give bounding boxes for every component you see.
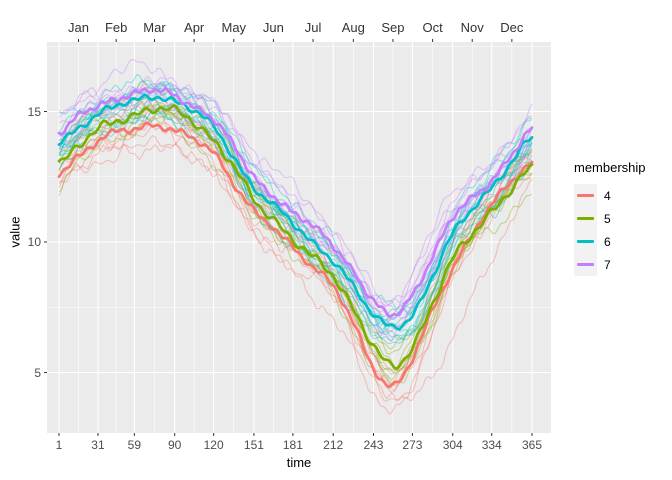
month-label-jun: Jun <box>262 20 284 35</box>
legend-key-6 <box>574 230 597 253</box>
y-tick-label-15: 15 <box>27 104 41 119</box>
legend-item-6: 6 <box>574 230 646 253</box>
month-label-sep: Sep <box>381 20 405 35</box>
member-curve-6 <box>58 73 533 311</box>
month-label-apr: Apr <box>184 20 205 35</box>
member-curve-7 <box>58 75 533 311</box>
legend-key-4 <box>574 184 597 207</box>
member-curve-6 <box>58 80 533 321</box>
major-gridlines <box>47 42 551 433</box>
x-tick-label-212: 212 <box>323 438 344 452</box>
legend-items: 4 5 6 7 <box>574 184 646 276</box>
x-tick-label-365: 365 <box>521 438 543 452</box>
legend-key-line-icon <box>577 240 594 243</box>
x-tick-label-31: 31 <box>91 438 105 452</box>
legend-item-label: 5 <box>604 211 611 226</box>
x-tick-label-1: 1 <box>55 438 63 452</box>
month-label-jul: Jul <box>304 20 322 35</box>
x-tick-label-151: 151 <box>243 438 264 452</box>
mean-curve-5 <box>57 103 534 371</box>
month-label-mar: Mar <box>143 20 166 35</box>
legend-key-5 <box>574 207 597 230</box>
member-curve-7 <box>58 58 533 306</box>
x-tick-label-120: 120 <box>203 438 224 452</box>
month-label-dec: Dec <box>500 20 524 35</box>
y-tick-label-5: 5 <box>34 365 41 380</box>
legend-key-line-icon <box>577 217 594 220</box>
x-tick-label-59: 59 <box>127 438 142 452</box>
legend-item-label: 7 <box>604 257 611 272</box>
legend-item-5: 5 <box>574 207 646 230</box>
x-tick-label-304: 304 <box>442 438 463 452</box>
legend-title: membership <box>574 160 646 175</box>
member-curve-6 <box>58 93 533 338</box>
cluster-mean-curves <box>57 86 534 389</box>
member-curve-7 <box>58 85 533 319</box>
month-label-feb: Feb <box>104 20 128 35</box>
legend-item-4: 4 <box>574 184 646 207</box>
month-label-oct: Oct <box>422 20 443 35</box>
month-label-jan: Jan <box>68 20 89 35</box>
member-curve-6 <box>58 80 532 318</box>
axis-ticks <box>44 39 533 436</box>
legend-key-7 <box>574 253 597 276</box>
mean-curve-7 <box>57 86 534 319</box>
legend-item-label: 6 <box>604 234 611 249</box>
member-curve-4 <box>58 135 533 402</box>
y-axis-title: value <box>7 216 23 248</box>
y-tick-label-10: 10 <box>27 235 41 249</box>
mean-curve-4 <box>57 120 534 389</box>
legend: membership 4 5 6 7 <box>574 160 646 276</box>
legend-item-7: 7 <box>574 253 646 276</box>
legend-key-line-icon <box>577 263 594 266</box>
member-curve-7 <box>58 93 533 342</box>
x-tick-label-273: 273 <box>402 438 423 452</box>
member-curve-4 <box>58 100 533 388</box>
month-label-nov: Nov <box>460 20 484 35</box>
mean-curve-6 <box>57 93 534 331</box>
member-curve-4 <box>58 105 533 375</box>
x-tick-label-90: 90 <box>167 438 182 452</box>
x-tick-label-181: 181 <box>282 438 303 452</box>
plot-panel <box>47 42 551 433</box>
member-curve-4 <box>58 142 533 415</box>
member-curve-6 <box>58 107 533 345</box>
x-tick-label-334: 334 <box>481 438 502 452</box>
member-curve-7 <box>58 77 533 307</box>
month-label-aug: Aug <box>341 20 365 35</box>
legend-key-line-icon <box>577 194 594 197</box>
x-tick-label-243: 243 <box>363 438 384 452</box>
legend-item-label: 4 <box>604 188 611 203</box>
panel-background <box>47 42 551 433</box>
member-curve-6 <box>58 87 533 331</box>
month-label-may: May <box>221 20 247 35</box>
x-axis-title: time <box>286 455 312 470</box>
member-curve-6 <box>58 83 533 334</box>
